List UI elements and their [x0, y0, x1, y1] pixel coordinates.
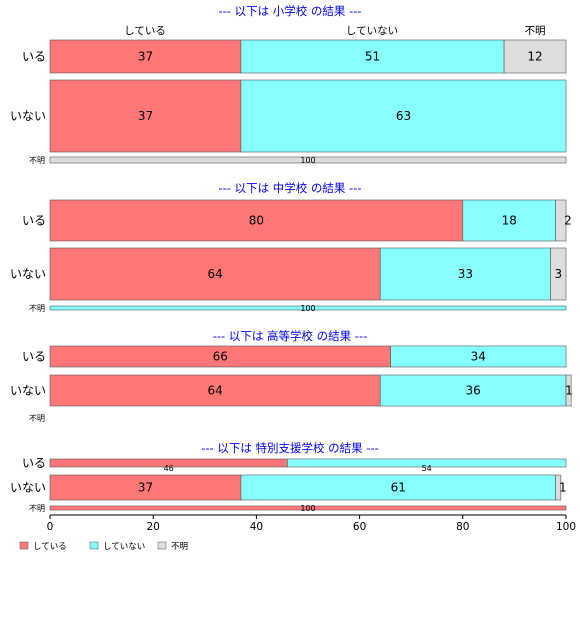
legend-swatch [19, 541, 29, 550]
row-label: 不明 [29, 414, 45, 423]
x-tick-label: 40 [250, 521, 263, 533]
data-label: 33 [458, 267, 473, 281]
data-label: 100 [300, 504, 315, 513]
bar-segment [49, 305, 567, 311]
data-label: 46 [164, 464, 174, 473]
bar-segment [240, 39, 505, 74]
legend-swatch [157, 541, 167, 550]
data-label: 63 [396, 109, 411, 123]
bar-segment [49, 156, 567, 164]
bar-segment [462, 199, 556, 242]
bar-segment [379, 247, 551, 301]
row-label: 不明 [29, 504, 45, 513]
data-label: 34 [471, 350, 486, 364]
bar-segment [49, 505, 567, 511]
bar-segment [49, 374, 381, 407]
x-tick-label: 0 [47, 521, 54, 533]
x-tick-label: 60 [353, 521, 366, 533]
panel-title: --- 以下は 特別支援学校 の結果 --- [201, 441, 379, 455]
data-label: 54 [422, 464, 432, 473]
data-label: 1 [559, 481, 567, 495]
data-label: 100 [300, 156, 315, 165]
data-label: 80 [249, 214, 264, 228]
data-label: 37 [138, 481, 153, 495]
x-tick-label: 20 [147, 521, 160, 533]
data-label: 37 [138, 109, 153, 123]
row-label: いない [10, 267, 46, 281]
row-label: いる [22, 50, 46, 64]
column-header: していない [346, 25, 398, 37]
bar-segment [49, 39, 242, 74]
bar-segment [49, 247, 381, 301]
data-label: 36 [465, 384, 480, 398]
row-label: いない [10, 481, 46, 495]
row-label: いる [22, 214, 46, 228]
data-label: 66 [213, 350, 228, 364]
data-label: 61 [391, 481, 406, 495]
bar-segment [287, 458, 567, 468]
bar-segment [555, 474, 562, 501]
bar-segment [49, 79, 242, 153]
data-label: 37 [138, 50, 153, 64]
legend-swatch [89, 541, 99, 550]
data-label: 1 [565, 384, 573, 398]
column-header: 不明 [525, 25, 546, 37]
legend-label: していない [103, 542, 145, 552]
data-label: 3 [554, 267, 562, 281]
data-label: 12 [527, 50, 542, 64]
row-label: いない [10, 109, 46, 123]
panel-title: --- 以下は 小学校 の結果 --- [218, 4, 361, 18]
data-label: 64 [207, 384, 222, 398]
bar-segment [240, 79, 567, 153]
row-label: 不明 [29, 304, 45, 313]
data-label: 100 [300, 304, 315, 313]
bar-segment [379, 374, 567, 407]
row-label: いる [22, 350, 46, 364]
data-label: 18 [502, 214, 517, 228]
row-label: いる [22, 456, 46, 470]
bar-segment [390, 345, 567, 368]
bar-segment [565, 374, 572, 407]
legend-label: している [33, 542, 67, 552]
bar-segment [503, 39, 567, 74]
data-label: 2 [564, 214, 572, 228]
column-header: している [124, 25, 166, 37]
row-label: いない [10, 384, 46, 398]
data-label: 51 [365, 50, 380, 64]
panel-title: --- 以下は 中学校 の結果 --- [218, 181, 361, 195]
data-label: 64 [207, 267, 222, 281]
bar-segment [555, 199, 567, 242]
legend-label: 不明 [171, 542, 188, 552]
bar-segment [550, 247, 567, 301]
x-tick-label: 100 [556, 521, 576, 533]
bar-segment [49, 199, 464, 242]
panel-title: --- 以下は 高等学校 の結果 --- [213, 329, 368, 343]
x-tick-label: 80 [456, 521, 469, 533]
row-label: 不明 [29, 156, 45, 165]
